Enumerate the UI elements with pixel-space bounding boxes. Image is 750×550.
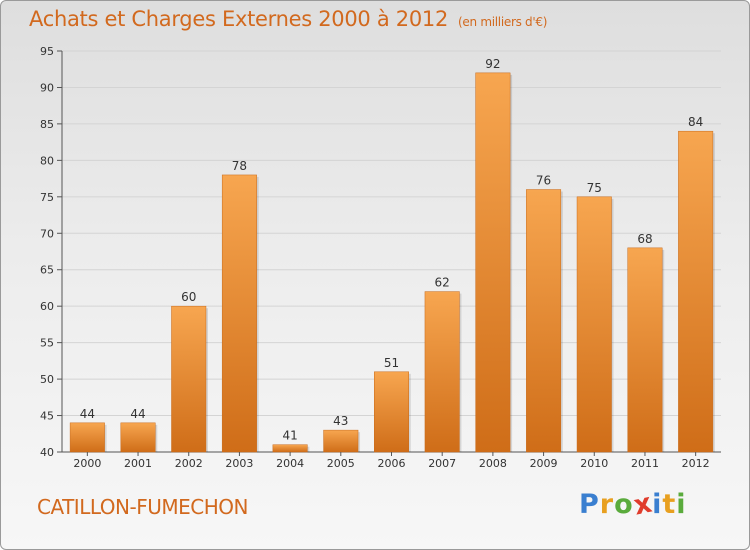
data-label-2007: 62 xyxy=(435,276,450,290)
data-label-2006: 51 xyxy=(384,356,399,370)
bars xyxy=(69,72,715,453)
x-tick-label-2005: 2005 xyxy=(327,457,355,470)
bar-2004 xyxy=(272,444,308,453)
data-labels: 44 44 60 78 41 43 51 62 92 76 75 68 84 xyxy=(80,57,704,443)
y-tick-label: 95 xyxy=(40,45,54,58)
y-tick-label: 90 xyxy=(40,81,54,94)
y-tick-label: 75 xyxy=(40,191,54,204)
logo-letter: P xyxy=(579,489,600,520)
x-tick-label-2004: 2004 xyxy=(276,457,304,470)
bar-2007 xyxy=(424,291,460,453)
bar-2012 xyxy=(678,130,714,453)
data-label-2008: 92 xyxy=(485,57,500,71)
bar-2010 xyxy=(576,196,612,453)
data-label-2004: 41 xyxy=(282,429,297,443)
y-tick-label: 50 xyxy=(40,373,54,386)
x-tick-label-2007: 2007 xyxy=(428,457,456,470)
x-tick-label-2009: 2009 xyxy=(530,457,558,470)
logo-letter: t xyxy=(662,489,677,520)
y-tick-labels: 40 45 50 55 60 65 70 75 80 85 90 95 xyxy=(40,45,62,459)
x-tick-label-2000: 2000 xyxy=(73,457,101,470)
bar-2005 xyxy=(323,429,359,453)
y-tick-label: 65 xyxy=(40,264,54,277)
town-name: CATILLON-FUMECHON xyxy=(37,495,248,519)
x-tick-label-2008: 2008 xyxy=(479,457,507,470)
bar-2001 xyxy=(120,422,156,453)
logo-letter: o xyxy=(614,489,634,520)
y-tick-label: 70 xyxy=(40,227,54,240)
y-tick-label: 85 xyxy=(40,118,54,131)
x-tick-label-2001: 2001 xyxy=(124,457,152,470)
x-tick-label-2002: 2002 xyxy=(175,457,203,470)
logo-letter: i xyxy=(676,489,687,520)
data-label-2000: 44 xyxy=(80,407,95,421)
bar-2006 xyxy=(374,371,409,453)
x-tick-label-2003: 2003 xyxy=(225,457,253,470)
data-label-2009: 76 xyxy=(536,174,551,188)
x-tick-label-2010: 2010 xyxy=(580,457,608,470)
bar-2000 xyxy=(69,422,105,453)
y-tick-label: 80 xyxy=(40,154,54,167)
logo-letter: i xyxy=(652,489,663,520)
y-tick-label: 45 xyxy=(40,410,54,423)
data-label-2002: 60 xyxy=(181,290,196,304)
x-tick-label-2011: 2011 xyxy=(631,457,659,470)
data-label-2005: 43 xyxy=(333,414,348,428)
data-label-2010: 75 xyxy=(587,181,602,195)
proxiti-logo: Proxiti xyxy=(579,487,687,521)
bar-2002 xyxy=(171,305,207,453)
bar-2003 xyxy=(221,174,257,453)
x-tick-label-2006: 2006 xyxy=(378,457,406,470)
logo-letter: r xyxy=(599,489,615,520)
data-label-2012: 84 xyxy=(688,115,703,129)
y-tick-label: 55 xyxy=(40,337,54,350)
y-tick-label: 60 xyxy=(40,300,54,313)
data-label-2003: 78 xyxy=(232,159,247,173)
chart-subtitle: (en milliers d'€) xyxy=(458,15,548,29)
bar-2008 xyxy=(475,72,511,453)
data-label-2011: 68 xyxy=(637,232,652,246)
x-tick-label-2012: 2012 xyxy=(682,457,710,470)
bar-2011 xyxy=(627,247,663,453)
chart-title-text: Achats et Charges Externes 2000 à 2012 xyxy=(29,7,449,31)
data-label-2001: 44 xyxy=(130,407,145,421)
x-tick-labels: 2000 2001 2002 2003 2004 2005 2006 2007 2008 2009… xyxy=(73,452,710,470)
bar-2009 xyxy=(526,189,562,453)
y-tick-label: 40 xyxy=(40,446,54,459)
chart-title: Achats et Charges Externes 2000 à 2012 (e… xyxy=(29,7,547,31)
